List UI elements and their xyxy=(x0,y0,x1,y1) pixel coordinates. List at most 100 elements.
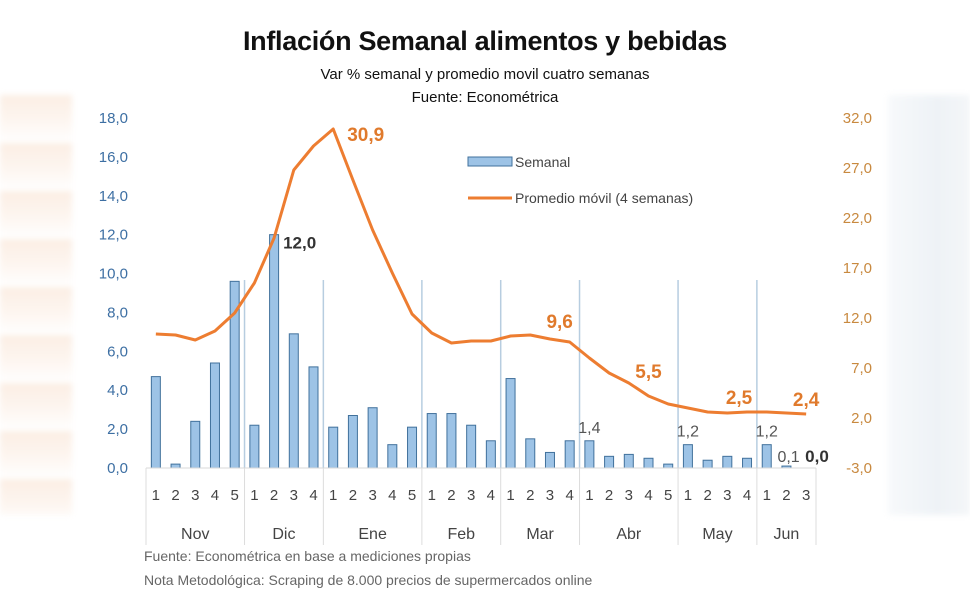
y-left-tick-label: 6,0 xyxy=(107,343,128,360)
y-right-tick-label: 17,0 xyxy=(843,260,872,277)
x-week-tick-label: 4 xyxy=(743,487,751,504)
x-month-label: Jun xyxy=(774,526,800,543)
x-week-tick-label: 3 xyxy=(290,487,298,504)
y-right-tick-label: -3,0 xyxy=(846,460,872,477)
legend: Semanal Promedio móvil (4 semanas) xyxy=(467,154,693,206)
y-right-tick-label: 12,0 xyxy=(843,310,872,327)
x-week-tick-label: 2 xyxy=(270,487,278,504)
line-data-label: 5,5 xyxy=(635,362,662,383)
bar-semanal xyxy=(426,413,437,469)
bar-semanal xyxy=(328,426,339,469)
x-week-tick-label: 3 xyxy=(625,487,633,504)
data-labels: 12,0 1,4 1,2 1,2 0,1 0,0 30,9 9,6 5,5 2,5 2,4 xyxy=(283,125,829,466)
bar-semanal xyxy=(269,234,280,469)
bar-semanal xyxy=(466,424,477,469)
x-week-tick-label: 2 xyxy=(605,487,613,504)
x-week-tick-label: 5 xyxy=(231,487,239,504)
bar-data-label: 1,2 xyxy=(677,424,699,441)
y-axis-right: -3,0 2,0 7,0 12,0 17,0 22,0 27,0 32,0 xyxy=(843,110,872,477)
y-left-tick-label: 4,0 xyxy=(107,382,128,399)
bar-semanal xyxy=(190,420,201,469)
bar-data-label: 12,0 xyxy=(283,234,316,253)
bar-semanal xyxy=(682,444,693,469)
bar-semanal xyxy=(623,453,634,469)
x-month-label: Feb xyxy=(448,526,476,543)
bar-semanal xyxy=(387,444,398,469)
bar-semanal xyxy=(249,424,260,469)
x-week-tick-label: 3 xyxy=(546,487,554,504)
x-week-tick-label: 1 xyxy=(329,487,337,504)
x-week-tick-label: 5 xyxy=(408,487,416,504)
line-series-promedio xyxy=(155,127,807,416)
legend-swatch-semanal xyxy=(467,156,513,167)
footer-source: Fuente: Econométrica en base a medicione… xyxy=(144,548,471,564)
bar-semanal xyxy=(761,444,772,469)
footer-note: Nota Metodológica: Scraping de 8.000 pre… xyxy=(144,572,593,588)
x-week-tick-label: 1 xyxy=(506,487,514,504)
y-right-tick-label: 2,0 xyxy=(851,410,872,427)
chart-title: Inflación Semanal alimentos y bebidas xyxy=(242,26,728,56)
x-week-tick-label: 1 xyxy=(152,487,160,504)
x-week-tick-label: 4 xyxy=(388,487,396,504)
line-promedio-movil xyxy=(155,127,807,416)
bar-semanal xyxy=(209,362,220,469)
x-week-tick-label: 3 xyxy=(723,487,731,504)
bar-semanal xyxy=(407,426,418,469)
x-week-tick-label: 4 xyxy=(487,487,495,504)
x-month-label: Ene xyxy=(358,526,387,543)
x-week-tick-label: 3 xyxy=(802,487,810,504)
x-month-label: Mar xyxy=(526,526,554,543)
x-week-tick-label: 1 xyxy=(585,487,593,504)
bar-semanal xyxy=(663,463,674,469)
bar-semanal xyxy=(288,333,299,469)
bar-semanal xyxy=(702,459,713,469)
x-month-label: Dic xyxy=(272,526,295,543)
bar-semanal xyxy=(722,455,733,469)
y-left-tick-label: 16,0 xyxy=(99,149,128,166)
legend-label-promedio: Promedio móvil (4 semanas) xyxy=(515,190,693,206)
y-right-tick-label: 22,0 xyxy=(843,210,872,227)
x-week-tick-label: 2 xyxy=(703,487,711,504)
bar-semanal xyxy=(446,413,457,469)
bar-semanal xyxy=(584,440,595,469)
x-month-label: Nov xyxy=(181,526,209,543)
x-month-label: May xyxy=(702,526,732,543)
x-week-tick-label: 3 xyxy=(467,487,475,504)
chart-subtitle: Var % semanal y promedio movil cuatro se… xyxy=(320,66,650,83)
bar-data-label: 0,1 xyxy=(777,449,799,466)
bar-semanal xyxy=(505,378,516,469)
x-week-tick-label: 3 xyxy=(368,487,376,504)
background-blur-right xyxy=(888,95,970,515)
y-left-tick-label: 0,0 xyxy=(107,460,128,477)
y-left-tick-label: 18,0 xyxy=(99,110,128,127)
y-left-tick-label: 8,0 xyxy=(107,304,128,321)
bar-semanal xyxy=(485,440,496,469)
bar-series-semanal xyxy=(150,234,792,469)
y-left-tick-label: 2,0 xyxy=(107,421,128,438)
y-left-tick-label: 14,0 xyxy=(99,188,128,205)
x-week-tick-label: 2 xyxy=(447,487,455,504)
x-week-tick-label: 2 xyxy=(782,487,790,504)
bar-semanal xyxy=(170,463,181,469)
x-week-tick-label: 5 xyxy=(664,487,672,504)
line-data-label: 2,4 xyxy=(793,390,820,411)
bar-semanal xyxy=(150,376,161,469)
y-right-tick-label: 7,0 xyxy=(851,360,872,377)
bar-semanal xyxy=(308,366,319,469)
bar-semanal xyxy=(564,440,575,469)
bar-semanal xyxy=(544,451,555,469)
bar-data-label: 1,2 xyxy=(756,424,778,441)
x-week-tick-label: 4 xyxy=(309,487,317,504)
background-blur-left xyxy=(0,95,72,515)
x-month-label: Abr xyxy=(616,526,642,543)
x-week-tick-label: 4 xyxy=(566,487,574,504)
x-week-tick-label: 4 xyxy=(211,487,219,504)
bar-semanal xyxy=(604,455,615,469)
x-week-tick-label: 1 xyxy=(684,487,692,504)
legend-label-semanal: Semanal xyxy=(515,154,570,170)
bar-data-label: 0,0 xyxy=(805,447,829,466)
x-week-tick-label: 1 xyxy=(250,487,258,504)
x-week-tick-label: 1 xyxy=(428,487,436,504)
